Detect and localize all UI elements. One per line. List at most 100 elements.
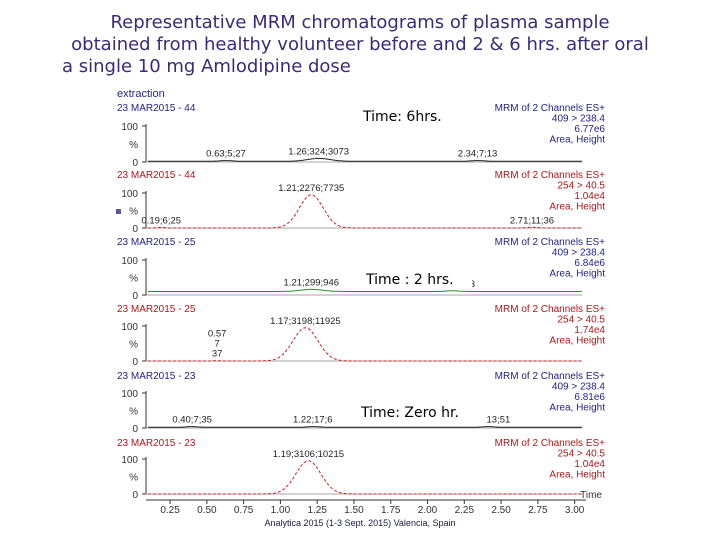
panel-header-line: Area, Height bbox=[549, 336, 605, 347]
y-tick-0: 0 bbox=[132, 224, 138, 235]
peak-label: 1.22;17;6 bbox=[293, 415, 333, 426]
panel-header-line: 409 > 238.4 bbox=[552, 382, 606, 393]
peak-label: 0.63;5;27 bbox=[206, 149, 246, 160]
x-tick-label: 0.50 bbox=[197, 505, 217, 516]
y-unit: % bbox=[129, 473, 138, 484]
peak-label: 1.19;3106;10215 bbox=[273, 449, 344, 460]
y-tick-100: 100 bbox=[121, 455, 138, 466]
y-unit: % bbox=[129, 340, 138, 351]
peak-label: 0.19;6;25 bbox=[141, 215, 181, 226]
x-axis: 0.25 0.50 0.75 1.00 1.25 1.50 1.75 2.00 2.25 2.50… bbox=[146, 490, 602, 516]
chromatogram-trace bbox=[148, 288, 582, 292]
x-tick-label: 1.25 bbox=[307, 505, 327, 516]
x-tick-label: 2.00 bbox=[418, 505, 438, 516]
panel-date: 23 MAR2015 - 44 bbox=[117, 170, 196, 181]
panel-header-line: MRM of 2 Channels ES+ bbox=[495, 438, 605, 449]
peak-label: 1.21;2276;7735 bbox=[278, 183, 344, 194]
panel-header-line: MRM of 2 Channels ES+ bbox=[495, 170, 605, 181]
x-tick-label: 2.25 bbox=[455, 505, 475, 516]
y-tick-0: 0 bbox=[132, 357, 138, 368]
panel-header-line: MRM of 2 Channels ES+ bbox=[495, 304, 605, 315]
panel-5: 23 MAR2015 - 23 MRM of 2 Channels ES+409 … bbox=[117, 371, 605, 435]
x-tick-label: 0.25 bbox=[160, 505, 180, 516]
panel-1: 23 MAR2015 - 44 MRM of 2 Channels ES+409 … bbox=[117, 103, 605, 169]
x-tick-label: 3.00 bbox=[565, 505, 585, 516]
x-tick-label: 2.50 bbox=[491, 505, 511, 516]
panel-header-line: Area, Height bbox=[549, 470, 605, 481]
y-tick-100: 100 bbox=[121, 322, 138, 333]
time-label-zero: Time: Zero hr. bbox=[360, 405, 459, 421]
panel-2: 23 MAR2015 - 44 MRM of 2 Channels ES+254 … bbox=[116, 170, 605, 235]
peak-label: 2.34;7;13 bbox=[458, 149, 498, 160]
panels-group: 23 MAR2015 - 44 MRM of 2 Channels ES+409 … bbox=[116, 103, 605, 501]
panel-header-line: Area, Height bbox=[549, 269, 605, 280]
time-label-2hrs: Time : 2 hrs. bbox=[365, 272, 454, 288]
time-label-6hrs: Time: 6hrs. bbox=[362, 109, 442, 125]
peak-label: 0.40;7;35 bbox=[172, 415, 212, 426]
panel-6: 23 MAR2015 - 23 MRM of 2 Channels ES+254 … bbox=[117, 438, 605, 501]
time-label-zero-box bbox=[358, 400, 486, 424]
panel-date: 23 MAR2015 - 44 bbox=[117, 103, 196, 114]
chromatogram-trace bbox=[148, 426, 582, 428]
y-unit: % bbox=[129, 140, 138, 151]
panel-header-line: MRM of 2 Channels ES+ bbox=[495, 371, 605, 382]
legend-marker bbox=[116, 209, 121, 214]
x-tick-label: 2.75 bbox=[528, 505, 548, 516]
chromatogram-trace bbox=[148, 327, 582, 362]
x-tick-label: 1.00 bbox=[271, 505, 291, 516]
x-tick-label: 1.75 bbox=[381, 505, 401, 516]
section-label: extraction bbox=[117, 88, 165, 100]
panel-header-line: 6.77e6 bbox=[574, 124, 605, 135]
y-tick-100: 100 bbox=[121, 389, 138, 400]
panel-header-line: 409 > 238.4 bbox=[552, 114, 606, 125]
panel-header-line: 1.04e4 bbox=[574, 191, 605, 202]
panel-header-line: MRM of 2 Channels ES+ bbox=[495, 103, 605, 114]
panel-header-line: 254 > 40.5 bbox=[557, 449, 605, 460]
panel-date: 23 MAR2015 - 25 bbox=[117, 304, 196, 315]
panel-header-line: 254 > 40.5 bbox=[557, 315, 605, 326]
time-label-2hrs-box bbox=[362, 266, 472, 290]
x-tick-label: 1.50 bbox=[344, 505, 364, 516]
title-line-3: a single 10 mg Amlodipine dose bbox=[62, 56, 351, 77]
peak-label: 7 bbox=[214, 339, 219, 350]
panel-header-line: Area, Height bbox=[549, 403, 605, 414]
panel-3: 23 MAR2015 - 25 MRM of 2 Channels ES+409 … bbox=[117, 237, 605, 302]
panel-header-line: 1.04e4 bbox=[574, 459, 605, 470]
panel-header-line: 6.84e6 bbox=[574, 258, 605, 269]
peak-label: 2.71;11;36 bbox=[510, 215, 554, 226]
panel-header-line: 6.81e6 bbox=[574, 392, 605, 403]
panel-header-line: 254 > 40.5 bbox=[557, 181, 605, 192]
peak-label: 1.17;3198;11925 bbox=[270, 316, 341, 327]
y-tick-0: 0 bbox=[132, 291, 138, 302]
y-tick-100: 100 bbox=[121, 256, 138, 267]
y-tick-0: 0 bbox=[132, 490, 138, 501]
title-line-1: Representative MRM chromatograms of plas… bbox=[110, 12, 610, 33]
x-tick-label: 0.75 bbox=[234, 505, 254, 516]
chromatogram-trace bbox=[148, 194, 582, 229]
panel-date: 23 MAR2015 - 23 bbox=[117, 438, 196, 449]
y-unit: % bbox=[129, 207, 138, 218]
chromatogram-trace bbox=[148, 157, 582, 162]
peak-label: 0.57 bbox=[208, 329, 227, 340]
y-tick-0: 0 bbox=[132, 158, 138, 169]
chromatogram-trace bbox=[148, 460, 582, 495]
peak-label: 37 bbox=[212, 349, 223, 360]
time-label-6hrs-box bbox=[360, 104, 456, 128]
peak-label: 1.21;299;946 bbox=[284, 277, 339, 288]
y-unit: % bbox=[129, 274, 138, 285]
y-unit: % bbox=[129, 407, 138, 418]
panel-date: 23 MAR2015 - 23 bbox=[117, 371, 196, 382]
panel-4: 23 MAR2015 - 25 MRM of 2 Channels ES+254 … bbox=[117, 304, 605, 368]
y-tick-100: 100 bbox=[121, 122, 138, 133]
y-tick-0: 0 bbox=[132, 424, 138, 435]
peak-label: 2.41;13;51 bbox=[465, 415, 510, 426]
x-axis-label: Time bbox=[580, 490, 602, 501]
title-line-2: obtained from healthy volunteer before a… bbox=[71, 34, 649, 55]
slide-title: Representative MRM chromatograms of plas… bbox=[0, 12, 720, 78]
y-tick-100: 100 bbox=[121, 189, 138, 200]
panel-header-line: Area, Height bbox=[549, 202, 605, 213]
panel-header-line: Area, Height bbox=[549, 135, 605, 146]
peak-label: 1.26;324;3073 bbox=[288, 146, 349, 157]
panel-header-line: MRM of 2 Channels ES+ bbox=[495, 237, 605, 248]
